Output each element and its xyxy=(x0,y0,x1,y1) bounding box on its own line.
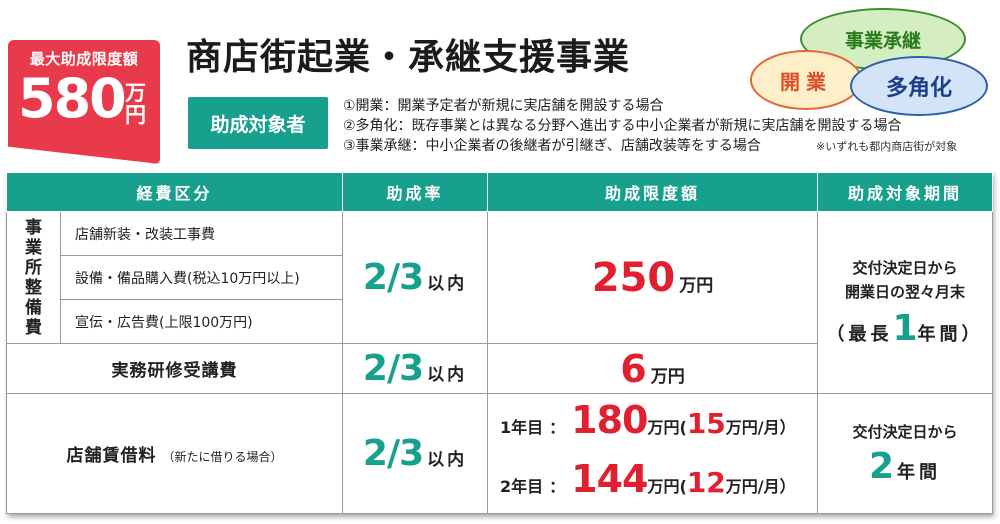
page-title: 商店街起業・承継支援事業 xyxy=(186,37,631,78)
facility-limit: 250 万円 xyxy=(487,211,819,344)
facility-category-label: 事 業 所 整 備 費 xyxy=(6,211,61,344)
rent-rate: 2/3 以内 xyxy=(342,393,489,514)
target-note: ※いずれも都内商店街が対象 xyxy=(816,140,958,153)
target-item-succession: ③事業承継：中小企業者の後継者が引継ぎ、店舗改装等をする場合 xyxy=(343,138,761,154)
max-grant-unit: 万円 xyxy=(125,81,146,128)
target-item-diversify: ②多角化：既存事業とは異なる分野へ進出する中小企業者が新規に実店舗を開設する場合 xyxy=(343,118,902,134)
header-expense-category: 経費区分 xyxy=(5,172,344,212)
max-grant-badge: 最大助成限度額 580 万円 xyxy=(8,40,160,164)
target-list: ①開業：開業予定者が新規に実店舗を開設する場合 ②多角化：既存事業とは異なる分野… xyxy=(343,96,902,156)
facility-rate: 2/3 以内 xyxy=(342,211,489,344)
bubble-diversify: 多角化 xyxy=(850,56,988,116)
bubble-opening: 開業 xyxy=(750,50,862,110)
grant-table: 経費区分 助成率 助成限度額 助成対象期間 事 業 所 整 備 費 店舗新装・改… xyxy=(5,172,994,514)
header-grant-period: 助成対象期間 xyxy=(817,172,994,212)
target-item-opening: ①開業：開業予定者が新規に実店舗を開設する場合 xyxy=(343,98,664,114)
target-label: 助成対象者 xyxy=(188,97,328,149)
facility-item-renovation: 店舗新装・改装工事費 xyxy=(59,211,344,256)
training-label: 実務研修受講費 xyxy=(5,343,344,394)
max-grant-label: 最大助成限度額 xyxy=(29,50,139,68)
header-grant-rate: 助成率 xyxy=(342,172,489,212)
facility-item-advertising: 宣伝・広告費(上限100万円) xyxy=(59,299,344,344)
rent-period: 交付決定日から 2 年間 xyxy=(817,393,994,514)
max-grant-amount: 580 xyxy=(18,67,127,130)
facility-period: 交付決定日から 開業日の翌々月末 （最長1年間） xyxy=(817,211,994,394)
header-grant-limit: 助成限度額 xyxy=(487,172,819,212)
training-limit: 6 万円 xyxy=(487,343,819,394)
rent-label: 店舗賃借料 （新たに借りる場合） xyxy=(5,393,344,514)
rent-year2: 2年目 ： 144 万円( 12 万円/月） xyxy=(487,453,819,514)
rent-year1: 1年目 ： 180 万円( 15 万円/月） xyxy=(487,393,819,454)
training-rate: 2/3 以内 xyxy=(342,343,489,394)
facility-item-equipment: 設備・備品購入費(税込10万円以上) xyxy=(59,255,344,300)
